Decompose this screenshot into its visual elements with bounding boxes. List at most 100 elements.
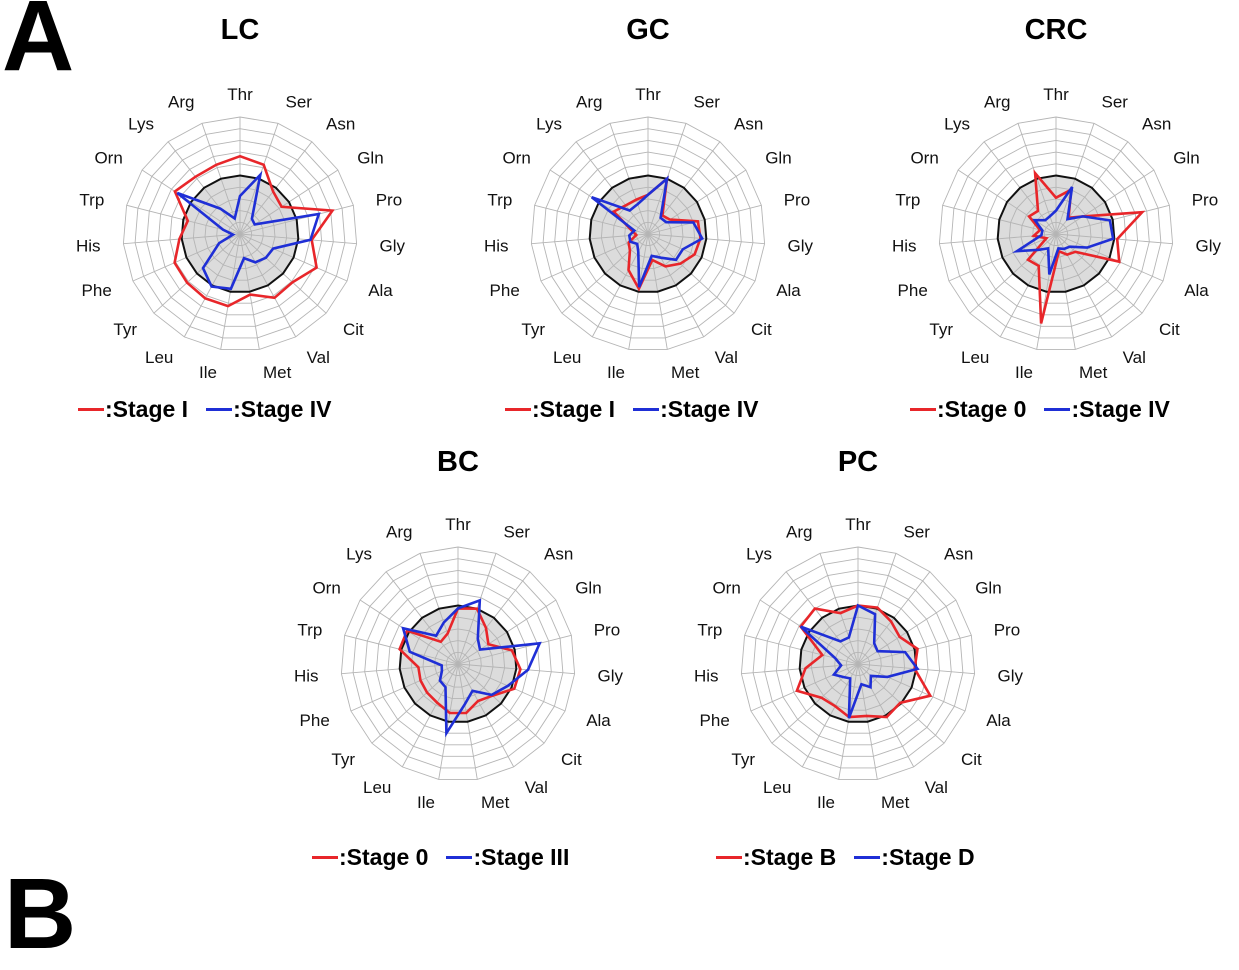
axis-label: Met [1079,363,1108,382]
chart-legend: :Stage 0 :Stage III [312,844,569,871]
series-line-blue [590,175,704,288]
axis-label: Val [1123,348,1146,367]
axis-label: Ile [199,363,217,382]
grid-ring [554,139,742,327]
legend-item-series-a: :Stage 0 [312,844,428,871]
axis-label: Gly [788,237,814,256]
axis-label: Gly [380,237,406,256]
axis-label: Lys [346,545,372,564]
axis-label: Pro [1192,191,1218,210]
grid-ring [635,221,661,246]
axis-label: Gly [1196,237,1222,256]
axis-label: Ile [607,363,625,382]
radar-chart-pc: PC Thr Ser Asn Gln Pro Gly Ala Cit Val Met Ile Leu T… [668,440,1048,881]
axis-label: Orn [94,148,122,167]
legend-label: :Stage D [881,844,975,870]
chart-title: GC [626,14,670,46]
axis-label: Ser [904,523,931,542]
legend-item-series-a: :Stage 0 [910,396,1026,423]
legend-item-series-a: :Stage B [716,844,836,871]
axis-label: Gln [357,148,383,167]
panel-label: A [2,0,75,92]
axis-label: Trp [487,191,512,210]
legend-label: :Stage I [105,396,189,422]
grid-ring [950,128,1162,339]
axis-label: Val [525,778,548,797]
legend-swatch-red [910,408,936,411]
axis-label: Cit [1159,320,1180,339]
grid-ring [938,116,1174,350]
axis-label: Met [671,363,700,382]
chart-title: LC [220,14,260,46]
axis-label: Ile [1015,363,1033,382]
axis-label: Met [881,793,910,812]
chart-legend: :Stage B :Stage D [716,844,975,871]
grid-ring [577,163,719,304]
axis-label: Met [481,793,510,812]
grid-ring [845,651,871,676]
legend-swatch-blue [633,408,660,411]
axis-label: Arg [786,523,812,542]
axis-label: Leu [961,348,989,367]
axis-label: Orn [502,148,530,167]
grid-ring [542,128,754,339]
axis-label: His [294,667,319,686]
grid-ring [985,163,1127,304]
axis-label: Cit [561,750,582,769]
axis-label: Leu [145,348,173,367]
axis-label: Lys [944,115,970,134]
axis-label: Ala [776,281,801,300]
grid-ring [340,546,576,780]
axis-label: Thr [635,85,661,104]
grid-ring [157,151,323,316]
axis-label: Tyr [521,320,545,339]
axis-label: Trp [297,621,322,640]
legend-label: :Stage III [473,844,570,870]
series-line-red [1025,169,1146,324]
axis-label: His [892,237,917,256]
legend-item-series-b: :Stage IV [1044,396,1170,423]
axis-label: Ala [1184,281,1209,300]
panel-label-next: B [4,858,77,970]
axis-label: Leu [363,778,391,797]
axis-label: Pro [376,191,402,210]
axis-label: Cit [961,750,982,769]
chart-legend: :Stage I :Stage IV [78,396,332,423]
grid-ring [122,116,358,350]
axis-label: Lys [128,115,154,134]
grid-ring [565,151,731,316]
axis-label: Trp [895,191,920,210]
grid-ring [364,569,552,757]
legend-swatch-blue [854,856,881,859]
reference-ring [180,174,300,293]
chart-legend: :Stage I :Stage IV [505,396,759,423]
series-line-blue [401,598,542,738]
axis-label: Cit [751,320,772,339]
grid-ring [764,569,952,757]
axis-label: Leu [763,778,791,797]
axis-label: His [484,237,509,256]
legend-item-series-a: :Stage I [78,396,188,423]
axis-label: His [76,237,101,256]
axis-label: Ser [286,93,313,112]
axis-label: Cit [343,320,364,339]
axis-label: Gly [598,667,624,686]
axis-label: Orn [712,578,740,597]
axis-label: Tyr [331,750,355,769]
legend-item-series-a: :Stage I [505,396,615,423]
axis-label: Pro [594,621,620,640]
axis-label: Phe [700,711,730,730]
axis-label: Thr [845,515,871,534]
axis-label: Trp [79,191,104,210]
axis-label: Tyr [731,750,755,769]
axis-label: Asn [734,115,763,134]
legend-label: :Stage 0 [339,844,429,870]
legend-label: :Stage I [532,396,616,422]
series-line-blue [176,170,321,291]
legend-item-series-b: :Stage IV [206,396,332,423]
legend-swatch-red [716,856,742,859]
grid-ring [1043,221,1069,246]
legend-label: :Stage IV [1071,396,1170,422]
axis-label: Ser [504,523,531,542]
